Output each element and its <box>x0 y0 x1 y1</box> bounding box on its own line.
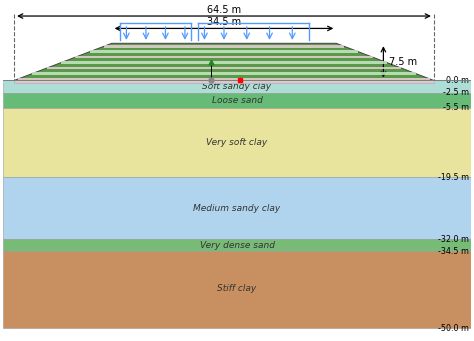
Text: -19.5 m: -19.5 m <box>438 173 469 182</box>
Bar <box>3 80 471 84</box>
Bar <box>14 80 434 83</box>
Bar <box>3 108 471 177</box>
Text: Very soft clay: Very soft clay <box>206 138 268 147</box>
Bar <box>3 6 471 80</box>
Bar <box>3 93 471 108</box>
Text: Stiff clay: Stiff clay <box>218 284 256 293</box>
Text: -2.5 m: -2.5 m <box>443 88 469 98</box>
Text: -5.5 m: -5.5 m <box>443 103 469 112</box>
Bar <box>3 239 471 251</box>
Bar <box>3 80 471 93</box>
Text: 7.5 m: 7.5 m <box>389 57 417 67</box>
Text: Loose sand: Loose sand <box>211 96 263 105</box>
Text: -34.5 m: -34.5 m <box>438 247 469 256</box>
Text: Very dense sand: Very dense sand <box>200 241 274 250</box>
Bar <box>3 177 471 239</box>
Text: Medium sandy clay: Medium sandy clay <box>193 204 281 212</box>
Text: 64.5 m: 64.5 m <box>207 4 241 15</box>
Text: -50.0 m: -50.0 m <box>438 324 469 333</box>
Bar <box>3 251 471 328</box>
Text: 0.0 m: 0.0 m <box>446 76 469 85</box>
Text: 34.5 m: 34.5 m <box>207 17 241 27</box>
Polygon shape <box>14 43 434 80</box>
Text: Soft sandy clay: Soft sandy clay <box>202 82 272 91</box>
Text: -32.0 m: -32.0 m <box>438 235 469 243</box>
